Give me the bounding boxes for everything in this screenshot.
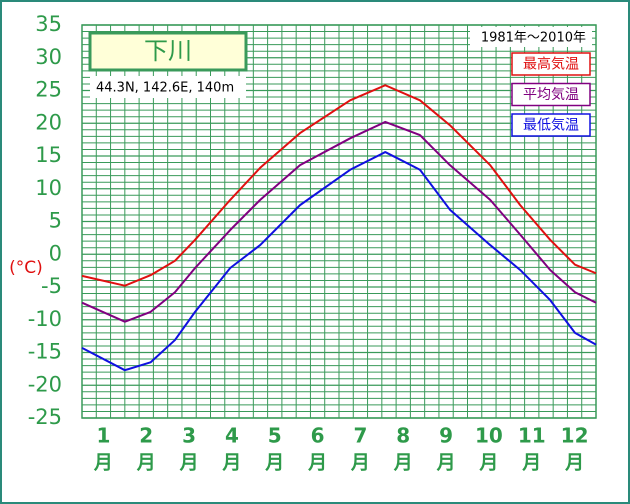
series-line [81, 151, 597, 372]
legend-box [511, 82, 591, 107]
series-line [81, 84, 597, 287]
x-tick-unit: 月 [564, 452, 584, 474]
subtitle: 44.3N, 142.6E, 140m [96, 81, 234, 96]
period-box [470, 27, 592, 47]
x-tick-label: 5 [268, 424, 282, 448]
y-tick-label: 20 [35, 110, 62, 134]
y-tick-label: 10 [35, 176, 62, 200]
legend-box [511, 113, 591, 137]
subtitle-box [90, 76, 246, 98]
y-tick-label: -10 [28, 307, 62, 331]
y-tick-label: 30 [35, 45, 62, 69]
x-tick-unit: 月 [393, 452, 413, 474]
period: 1981年～2010年 [481, 31, 586, 46]
x-tick-label: 9 [439, 424, 453, 448]
y-tick-label: -5 [41, 274, 62, 298]
y-tick-label: 5 [49, 209, 62, 233]
x-tick-label: 1 [96, 424, 110, 448]
y-axis-label: (°C) [9, 258, 43, 278]
x-tick-label: 7 [353, 424, 367, 448]
legend-label: 平均気温 [523, 87, 579, 103]
series-line [81, 120, 597, 323]
legend-box [511, 52, 591, 76]
chart-title: 下川 [144, 37, 192, 65]
x-tick-label: 10 [475, 424, 503, 448]
y-tick-label: 35 [35, 12, 62, 36]
legend-label: 最高気温 [523, 56, 579, 73]
x-tick-unit: 月 [307, 452, 327, 474]
y-tick-label: -25 [28, 405, 62, 429]
y-tick-label: -15 [28, 340, 62, 364]
x-tick-unit: 月 [350, 452, 370, 474]
marks [81, 84, 597, 372]
title-box [88, 31, 248, 72]
x-tick-unit: 月 [93, 452, 113, 474]
x-tick-label: 6 [311, 424, 325, 448]
x-tick-label: 11 [518, 424, 546, 448]
y-tick-label: 25 [35, 78, 62, 102]
x-tick-label: 12 [561, 424, 589, 448]
x-tick-label: 3 [182, 424, 196, 448]
x-tick-unit: 月 [521, 452, 541, 474]
x-tick-unit: 月 [436, 452, 456, 474]
legend-label: 最低気温 [523, 118, 579, 134]
y-tick-label: -20 [28, 372, 62, 396]
x-tick-unit: 月 [136, 452, 156, 474]
x-tick-label: 4 [225, 424, 239, 448]
y-tick-label: 0 [49, 241, 62, 265]
x-tick-label: 8 [396, 424, 410, 448]
x-tick-unit: 月 [264, 452, 284, 474]
x-tick-unit: 月 [478, 452, 498, 474]
x-tick-unit: 月 [179, 452, 199, 474]
y-tick-label: 15 [35, 143, 62, 167]
x-tick-unit: 月 [221, 452, 241, 474]
x-tick-label: 2 [139, 424, 153, 448]
